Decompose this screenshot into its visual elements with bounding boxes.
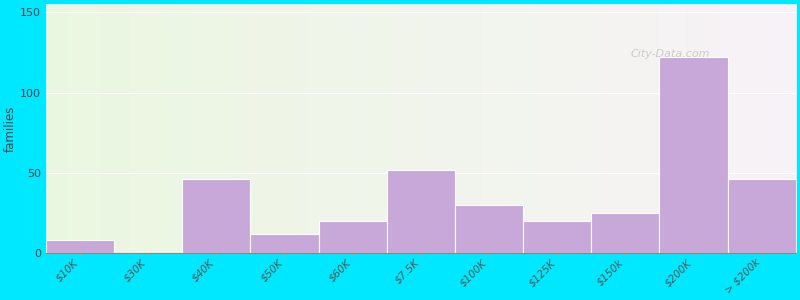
Bar (591, 213, 659, 253)
Bar (386, 169, 455, 253)
Bar (455, 205, 523, 253)
Bar (250, 234, 318, 253)
Text: White residents in Penndel, PA: White residents in Penndel, PA (268, 0, 532, 1)
Bar (728, 179, 796, 253)
Text: City-Data.com: City-Data.com (631, 49, 710, 59)
Bar (523, 221, 591, 253)
Bar (318, 221, 386, 253)
Y-axis label: families: families (4, 106, 17, 152)
Bar (46, 240, 114, 253)
Bar (659, 57, 728, 253)
Bar (182, 179, 250, 253)
